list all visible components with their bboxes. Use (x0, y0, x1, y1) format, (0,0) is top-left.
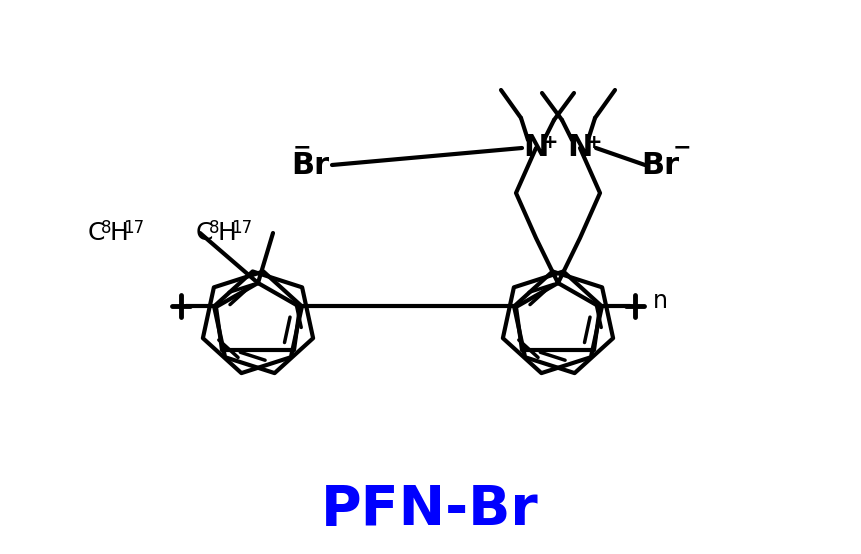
Text: 17: 17 (231, 219, 252, 237)
Text: H: H (109, 221, 128, 245)
Text: PFN-Br: PFN-Br (321, 483, 539, 537)
Text: N: N (567, 134, 592, 162)
Text: 17: 17 (123, 219, 144, 237)
Text: H: H (217, 221, 236, 245)
Text: 8: 8 (101, 219, 112, 237)
Text: Br: Br (641, 151, 679, 179)
Text: −: − (293, 137, 312, 157)
Text: +: + (542, 132, 558, 151)
Text: −: − (672, 137, 691, 157)
Text: n: n (653, 289, 667, 314)
Text: Br: Br (291, 151, 329, 179)
Text: 8: 8 (209, 219, 220, 237)
Text: C: C (88, 221, 105, 245)
Text: +: + (585, 132, 602, 151)
Text: N: N (523, 134, 548, 162)
Text: C: C (196, 221, 214, 245)
